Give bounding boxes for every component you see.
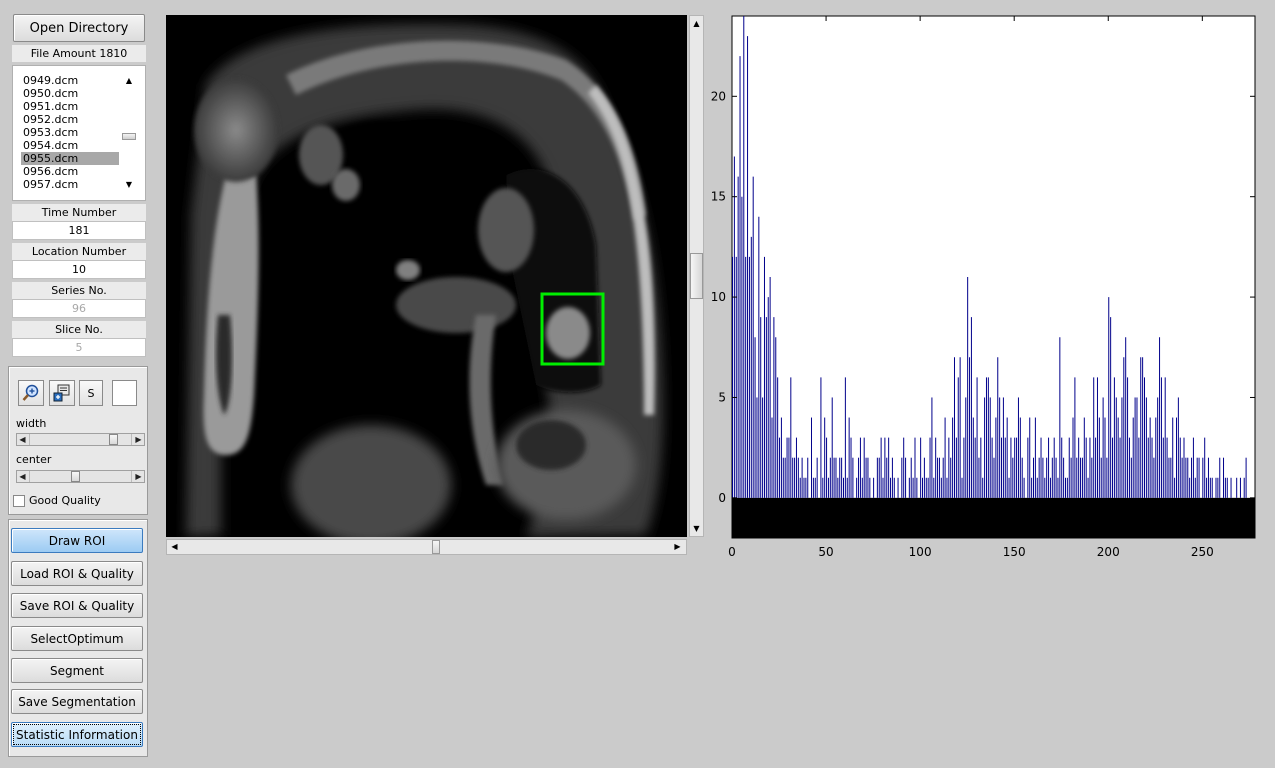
roi-rectangle[interactable] <box>540 292 605 366</box>
x-tick-label: 0 <box>728 545 736 559</box>
time-number-label: Time Number <box>12 204 146 221</box>
zoom-in-icon <box>22 384 39 401</box>
file-list-item[interactable]: 0955.dcm <box>21 152 119 165</box>
location-number-field[interactable]: 10 <box>12 260 146 279</box>
slider-right-arrow-icon[interactable]: ▶ <box>135 472 142 481</box>
file-amount-label: File Amount 1810 <box>12 45 146 62</box>
center-slider-track[interactable] <box>29 471 132 482</box>
scroll-left-arrow-icon[interactable]: ◀ <box>171 542 178 551</box>
scroll-down-arrow-icon[interactable]: ▼ <box>693 524 700 533</box>
pan-button[interactable] <box>49 380 75 406</box>
file-list[interactable]: 0949.dcm 0950.dcm 0951.dcm 0952.dcm 0953.dcm… <box>12 65 146 201</box>
width-slider-thumb[interactable] <box>108 434 118 445</box>
file-list-scrollbar[interactable]: ▲ ▼ <box>121 72 137 194</box>
save-segmentation-button[interactable]: Save Segmentation <box>11 689 143 714</box>
series-no-label: Series No. <box>12 282 146 299</box>
y-tick-label: 0 <box>718 491 726 505</box>
image-vertical-scroll-thumb[interactable] <box>690 253 703 299</box>
histogram-chart: 0 50 100 150 200 250 0 5 10 15 20 <box>711 15 1256 559</box>
width-label: width <box>16 417 47 430</box>
y-tick-label: 15 <box>711 190 726 204</box>
s-button[interactable]: S <box>79 380 103 406</box>
save-roi-quality-button[interactable]: Save ROI & Quality <box>11 593 143 618</box>
good-quality-label: Good Quality <box>29 494 101 507</box>
select-optimum-button[interactable]: SelectOptimum <box>11 626 143 651</box>
slice-no-label: Slice No. <box>12 321 146 338</box>
mri-slice-image <box>186 24 663 537</box>
width-slider-track[interactable] <box>29 434 132 445</box>
center-slider-thumb[interactable] <box>71 471 81 482</box>
zoom-button[interactable] <box>18 380 44 406</box>
center-slider[interactable]: ◀ ▶ <box>16 470 145 483</box>
file-list-item[interactable]: 0953.dcm <box>23 126 79 139</box>
zero-baseline-band <box>732 497 1255 538</box>
x-tick-label: 200 <box>1097 545 1120 559</box>
y-tick-label: 10 <box>711 290 726 304</box>
image-horizontal-scrollbar[interactable]: ◀ ▶ <box>166 539 687 555</box>
segment-button[interactable]: Segment <box>11 658 143 683</box>
draw-roi-button[interactable]: Draw ROI <box>11 528 143 553</box>
x-tick-label: 50 <box>818 545 833 559</box>
series-no-field: 96 <box>12 299 146 318</box>
file-list-item[interactable]: 0951.dcm <box>23 100 79 113</box>
open-directory-button[interactable]: Open Directory <box>13 14 145 42</box>
display-tools-panel: S width ◀ ▶ center ◀ ▶ Good Quality <box>8 366 148 515</box>
width-slider[interactable]: ◀ ▶ <box>16 433 145 446</box>
slice-no-field: 5 <box>12 338 146 357</box>
file-list-item[interactable]: 0952.dcm <box>23 113 79 126</box>
scroll-up-arrow-icon[interactable]: ▲ <box>693 19 700 28</box>
file-list-item[interactable]: 0949.dcm <box>23 74 79 87</box>
x-tick-label: 100 <box>909 545 932 559</box>
file-list-item[interactable]: 0950.dcm <box>23 87 79 100</box>
mri-image-view[interactable] <box>166 15 687 537</box>
x-tick-label: 150 <box>1003 545 1026 559</box>
image-horizontal-scroll-thumb[interactable] <box>432 540 441 554</box>
plot-area <box>731 15 1256 539</box>
slider-right-arrow-icon[interactable]: ▶ <box>135 435 142 444</box>
slider-left-arrow-icon[interactable]: ◀ <box>19 472 26 481</box>
blank-tool-button[interactable] <box>112 380 137 406</box>
scroll-down-arrow-icon[interactable]: ▼ <box>125 180 133 189</box>
pan-icon <box>53 384 70 402</box>
scroll-right-arrow-icon[interactable]: ▶ <box>674 542 681 551</box>
y-tick-label: 20 <box>711 89 726 103</box>
file-list-scroll-thumb[interactable] <box>122 133 136 140</box>
y-tick-label: 5 <box>718 390 726 404</box>
center-label: center <box>16 453 52 466</box>
file-list-item[interactable]: 0956.dcm <box>23 165 79 178</box>
scroll-up-arrow-icon[interactable]: ▲ <box>125 76 133 85</box>
file-list-item[interactable]: 0954.dcm <box>23 139 79 152</box>
statistic-information-button[interactable]: Statistic Information <box>11 722 143 747</box>
file-list-item[interactable]: 0957.dcm <box>23 178 79 191</box>
time-number-field[interactable]: 181 <box>12 221 146 240</box>
image-vertical-scrollbar[interactable]: ▲ ▼ <box>689 15 704 537</box>
location-number-label: Location Number <box>12 243 146 260</box>
load-roi-quality-button[interactable]: Load ROI & Quality <box>11 561 143 586</box>
x-tick-label: 250 <box>1191 545 1214 559</box>
good-quality-checkbox[interactable] <box>13 495 25 507</box>
slider-left-arrow-icon[interactable]: ◀ <box>19 435 26 444</box>
